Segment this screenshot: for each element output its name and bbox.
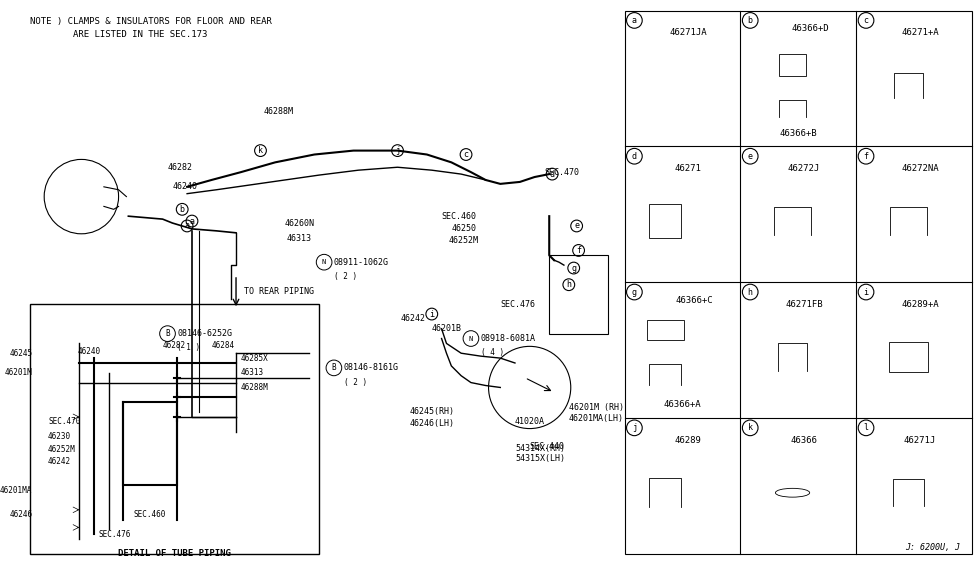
Text: k: k — [258, 146, 263, 155]
Text: N: N — [469, 336, 473, 341]
Text: SEC.476: SEC.476 — [500, 300, 535, 309]
Text: 08146-8161G: 08146-8161G — [344, 363, 399, 372]
Text: 46246(LH): 46246(LH) — [410, 419, 454, 428]
Text: d: d — [550, 170, 555, 179]
Bar — [649, 204, 681, 238]
Text: J: 6200U, J: J: 6200U, J — [906, 543, 960, 552]
Text: 46271: 46271 — [675, 164, 702, 173]
Text: 46313: 46313 — [241, 368, 264, 378]
Bar — [646, 320, 683, 340]
Bar — [625, 11, 972, 554]
Bar — [549, 255, 608, 333]
Text: 46366+C: 46366+C — [676, 296, 713, 305]
Text: e: e — [574, 221, 579, 230]
Text: b: b — [179, 205, 184, 214]
Text: 46252M: 46252M — [448, 236, 479, 245]
Bar — [779, 54, 806, 76]
Text: f: f — [864, 152, 869, 161]
Text: 46313: 46313 — [287, 234, 312, 243]
Text: 46285X: 46285X — [241, 354, 269, 363]
Text: 46271FB: 46271FB — [785, 300, 823, 309]
Text: 46284: 46284 — [212, 341, 235, 350]
Text: 46245(RH): 46245(RH) — [410, 408, 454, 417]
Text: 46366: 46366 — [791, 436, 818, 445]
Text: 46288M: 46288M — [241, 383, 269, 392]
Text: 54315X(LH): 54315X(LH) — [515, 454, 565, 464]
Text: ( 4 ): ( 4 ) — [481, 348, 504, 357]
Text: 46282: 46282 — [163, 341, 186, 350]
Text: 46201MA: 46201MA — [0, 486, 32, 495]
Text: h: h — [566, 280, 571, 289]
Text: NOTE ) CLAMPS & INSULATORS FOR FLOOR AND REAR
        ARE LISTED IN THE SEC.173: NOTE ) CLAMPS & INSULATORS FOR FLOOR AND… — [30, 18, 272, 39]
Text: 46201B: 46201B — [432, 324, 462, 333]
Text: 46242: 46242 — [48, 457, 71, 466]
Text: 46201M (RH): 46201M (RH) — [568, 402, 624, 411]
Text: SEC.460: SEC.460 — [442, 212, 477, 221]
Text: 46246: 46246 — [10, 510, 32, 519]
Text: 46242: 46242 — [401, 315, 425, 323]
Text: f: f — [576, 246, 581, 255]
Text: 46271JA: 46271JA — [670, 28, 707, 37]
Text: TO REAR PIPING: TO REAR PIPING — [244, 287, 314, 296]
Text: 46288M: 46288M — [263, 107, 293, 116]
Text: 46271+A: 46271+A — [901, 28, 939, 37]
Text: SEC.470: SEC.470 — [544, 168, 579, 177]
Text: l: l — [864, 423, 869, 432]
Text: 46289: 46289 — [675, 436, 702, 445]
Text: 46252M: 46252M — [48, 445, 76, 453]
Text: a: a — [632, 16, 637, 25]
Bar — [889, 342, 928, 372]
Text: 46245: 46245 — [10, 349, 32, 358]
Bar — [124, 402, 177, 485]
Text: e: e — [748, 152, 753, 161]
Text: 46260N: 46260N — [285, 218, 315, 228]
Text: 46289+A: 46289+A — [901, 300, 939, 309]
Text: j: j — [395, 146, 400, 155]
Text: 46366+A: 46366+A — [664, 400, 701, 409]
Text: d: d — [632, 152, 637, 161]
Text: i: i — [864, 288, 869, 297]
Text: ( 2 ): ( 2 ) — [333, 272, 357, 281]
Text: b: b — [748, 16, 753, 25]
Text: B: B — [332, 363, 336, 372]
Text: 46366+B: 46366+B — [780, 129, 817, 138]
Text: c: c — [864, 16, 869, 25]
Text: 46240: 46240 — [77, 347, 100, 356]
Text: 46201MA(LH): 46201MA(LH) — [568, 414, 624, 423]
Text: a: a — [189, 217, 194, 226]
Text: 41020A: 41020A — [515, 417, 545, 426]
Text: 46366+D: 46366+D — [791, 24, 829, 33]
Text: SEC.460: SEC.460 — [134, 510, 166, 519]
Text: SEC.476: SEC.476 — [99, 530, 132, 539]
Text: c: c — [463, 150, 469, 159]
Text: 08146-6252G: 08146-6252G — [177, 329, 232, 338]
Text: g: g — [632, 288, 637, 297]
Text: SEC.470: SEC.470 — [48, 417, 81, 426]
Text: 46201M: 46201M — [5, 368, 32, 378]
Text: ( 2 ): ( 2 ) — [344, 378, 367, 387]
Text: 46250: 46250 — [451, 224, 477, 233]
Text: j: j — [632, 423, 637, 432]
Text: 08918-6081A: 08918-6081A — [481, 334, 535, 343]
Text: 54314X(RH): 54314X(RH) — [515, 444, 565, 453]
Text: 08911-1062G: 08911-1062G — [333, 258, 389, 267]
Text: ( 1 ): ( 1 ) — [177, 344, 201, 353]
Text: 46230: 46230 — [48, 432, 71, 441]
Text: DETAIL OF TUBE PIPING: DETAIL OF TUBE PIPING — [118, 549, 231, 558]
Text: B: B — [165, 329, 170, 338]
Text: 46240: 46240 — [173, 182, 197, 191]
Text: k: k — [748, 423, 753, 432]
Text: SEC.440: SEC.440 — [529, 441, 565, 451]
Text: 46271J: 46271J — [904, 436, 936, 445]
Text: 46272NA: 46272NA — [901, 164, 939, 173]
Text: a: a — [184, 221, 189, 230]
Text: g: g — [571, 264, 576, 273]
Text: h: h — [748, 288, 753, 297]
Text: 46282: 46282 — [168, 163, 192, 171]
Bar — [30, 305, 319, 554]
Text: 46272J: 46272J — [788, 164, 820, 173]
Text: i: i — [429, 310, 434, 319]
Text: N: N — [322, 259, 327, 265]
